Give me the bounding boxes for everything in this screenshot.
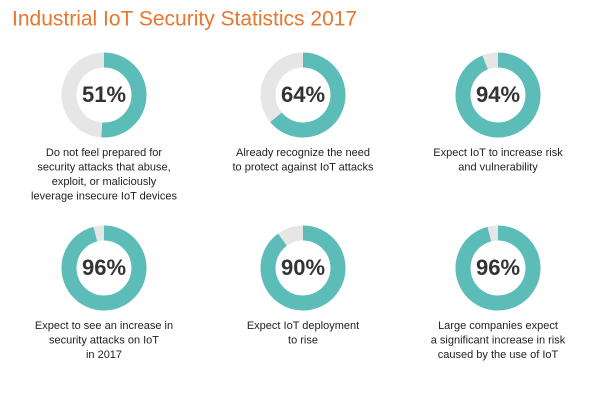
donut-arc [260, 225, 346, 311]
donut-arc [455, 225, 541, 311]
caption-line: to protect against IoT attacks [232, 161, 374, 173]
caption-line: Do not feel prepared for [46, 147, 163, 159]
caption-line: Already recognize the need [236, 147, 370, 159]
donut-value-label: 96% [476, 255, 520, 280]
donut-arc [61, 225, 147, 311]
donut-arc [270, 52, 346, 138]
caption-line: a significant increase in risk [431, 334, 566, 346]
donut-value-label: 94% [476, 82, 520, 107]
caption-line: Large companies expect [438, 320, 558, 332]
caption-line: to rise [288, 334, 318, 346]
donut-value-label: 96% [82, 255, 126, 280]
caption-line: Expect IoT to increase risk [433, 147, 563, 159]
caption-line: Expect IoT deployment [247, 320, 359, 332]
caption-line: and vulnerability [458, 161, 538, 173]
donut-value-label: 64% [281, 82, 325, 107]
page-title: Industrial IoT Security Statistics 2017 [12, 8, 357, 31]
donut-arc [101, 52, 147, 138]
caption-line: in 2017 [86, 349, 122, 361]
caption-line: security attacks that abuse, [37, 161, 170, 173]
caption-line: exploit, or maliciously [52, 176, 157, 188]
donut-value-label: 51% [82, 82, 126, 107]
caption-line: security attacks on IoT [49, 334, 159, 346]
caption-line: Expect to see an increase in [35, 320, 173, 332]
donut-arc [455, 52, 541, 138]
caption-line: caused by the use of IoT [438, 349, 559, 361]
donut-value-label: 90% [281, 255, 325, 280]
caption-line: leverage insecure IoT devices [31, 190, 177, 202]
